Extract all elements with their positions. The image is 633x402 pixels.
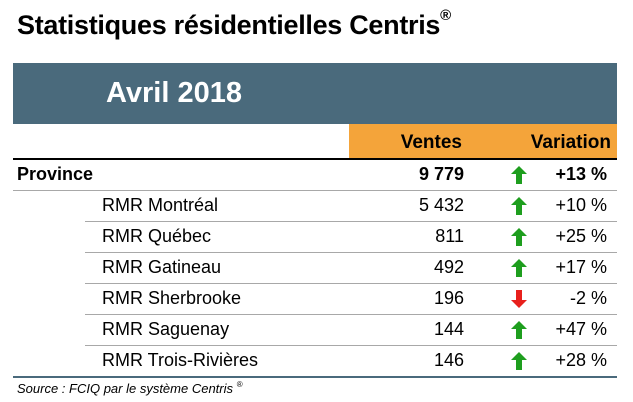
table-row-saguenay: RMR Saguenay 144 +47 %: [13, 315, 617, 346]
source-registered-mark: ®: [236, 380, 243, 389]
row-variation: +13 %: [555, 164, 607, 184]
arrow-down-icon: [511, 290, 527, 308]
table-row-gatineau: RMR Gatineau 492 +17 %: [13, 253, 617, 284]
row-divider: [85, 283, 617, 284]
registered-mark: ®: [440, 7, 451, 24]
row-sales: 5 432: [418, 195, 464, 215]
row-sales: 811: [435, 226, 464, 246]
row-variation: +28 %: [555, 350, 607, 370]
row-divider: [85, 221, 617, 222]
row-name: RMR Gatineau: [102, 257, 222, 277]
row-variation: -2 %: [569, 288, 607, 308]
table-bottom-rule: [13, 376, 617, 378]
title-text: Statistiques résidentielles Centris: [17, 10, 441, 40]
row-name: RMR Sherbrooke: [102, 288, 242, 308]
row-variation: +47 %: [555, 319, 607, 339]
row-name: Province: [17, 164, 94, 184]
column-header-variation: Variation: [470, 124, 617, 158]
column-header-sales: Ventes: [349, 124, 470, 158]
arrow-up-icon: [511, 166, 527, 184]
row-sales: 196: [433, 288, 464, 308]
row-name: RMR Montréal: [102, 195, 219, 215]
row-divider: [85, 314, 617, 315]
row-variation: +10 %: [555, 195, 607, 215]
row-sales: 9 779: [418, 164, 464, 184]
row-name: RMR Saguenay: [102, 319, 230, 339]
row-name: RMR Trois-Rivières: [102, 350, 259, 370]
arrow-up-icon: [511, 228, 527, 246]
row-sales: 144: [433, 319, 464, 339]
arrow-up-icon: [511, 259, 527, 277]
table-row-trois-rivieres: RMR Trois-Rivières 146 +28 %: [13, 346, 617, 377]
row-sales: 146: [433, 350, 464, 370]
source-text: Source : FCIQ par le système Centris: [17, 381, 234, 396]
table-row-montreal: RMR Montréal 5 432 +10 %: [13, 191, 617, 222]
table-top-rule: [13, 158, 617, 160]
row-divider: [85, 252, 617, 253]
arrow-up-icon: [511, 321, 527, 339]
table-row-sherbrooke: RMR Sherbrooke 196 -2 %: [13, 284, 617, 315]
arrow-up-icon: [511, 352, 527, 370]
row-name: RMR Québec: [102, 226, 212, 246]
row-sales: 492: [433, 257, 464, 277]
row-divider: [13, 190, 617, 191]
table-row-quebec: RMR Québec 811 +25 %: [13, 222, 617, 253]
page-title: Statistiques résidentielles Centris®: [17, 7, 451, 41]
table-row-province: Province 9 779 +13 %: [13, 160, 617, 191]
source-note: Source : FCIQ par le système Centris ®: [17, 380, 243, 396]
row-divider: [85, 345, 617, 346]
row-variation: +17 %: [555, 257, 607, 277]
period-banner: Avril 2018: [13, 63, 617, 124]
period-label: Avril 2018: [106, 77, 242, 109]
row-variation: +25 %: [555, 226, 607, 246]
arrow-up-icon: [511, 197, 527, 215]
